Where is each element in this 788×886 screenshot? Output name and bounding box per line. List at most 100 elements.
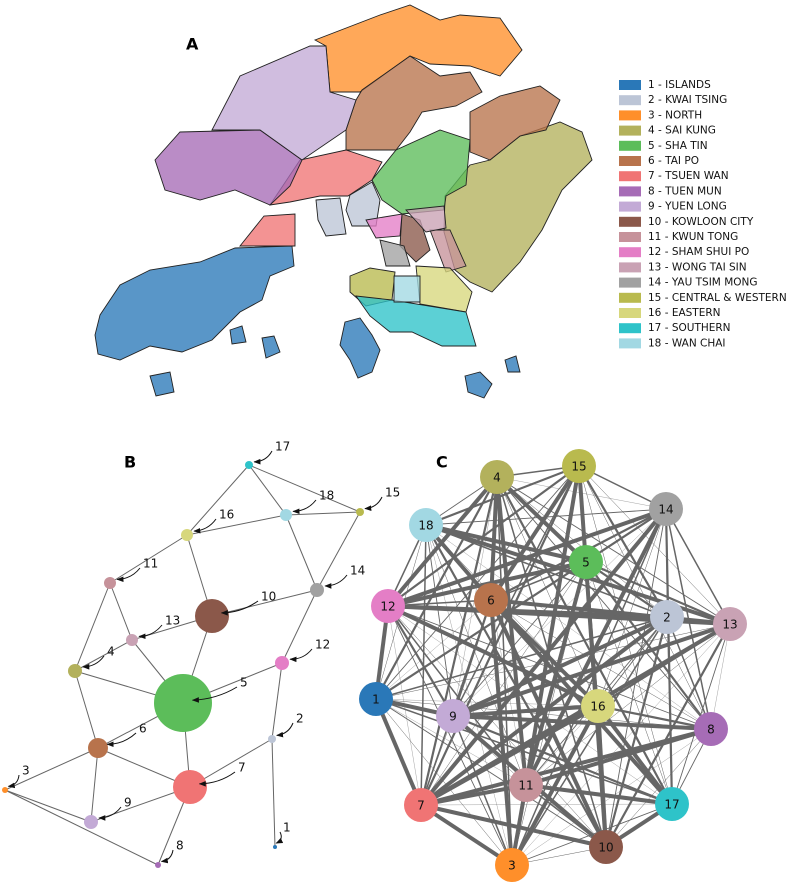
node-label: 10 bbox=[598, 841, 613, 855]
edge bbox=[425, 524, 712, 730]
district-shape bbox=[355, 295, 477, 347]
edge bbox=[186, 464, 250, 536]
node bbox=[694, 712, 728, 746]
node-label: 17 bbox=[275, 440, 290, 454]
legend-label: 8 - TUEN MUN bbox=[648, 185, 722, 197]
node bbox=[562, 449, 596, 483]
edge bbox=[524, 508, 668, 786]
edge bbox=[489, 599, 608, 848]
edge bbox=[74, 582, 111, 672]
panel-label: A bbox=[186, 35, 199, 54]
legend-label: 1 - ISLANDS bbox=[648, 79, 711, 91]
edge bbox=[285, 514, 318, 591]
district-shape bbox=[469, 85, 561, 161]
legend-swatch bbox=[619, 216, 641, 227]
legend-label: 11 - KWUN TONG bbox=[648, 231, 738, 243]
node-label: 4 bbox=[107, 645, 115, 659]
edge bbox=[452, 508, 667, 717]
legend-swatch bbox=[619, 323, 641, 334]
legend-swatch bbox=[619, 201, 641, 212]
edge bbox=[666, 616, 712, 730]
legend-swatch bbox=[619, 171, 641, 182]
edge bbox=[452, 704, 599, 718]
edge bbox=[90, 747, 99, 823]
node bbox=[310, 583, 324, 597]
edge bbox=[585, 561, 712, 730]
node-label: 1 bbox=[283, 821, 291, 835]
edge bbox=[524, 465, 581, 786]
legend-label: 17 - SOUTHERN bbox=[648, 322, 731, 334]
legend-swatch bbox=[619, 292, 641, 303]
node bbox=[569, 545, 603, 579]
edge bbox=[387, 465, 580, 607]
pointer-arrow bbox=[116, 567, 141, 583]
node bbox=[195, 599, 229, 633]
edge bbox=[109, 582, 133, 641]
node-label: 16 bbox=[590, 700, 605, 714]
district-shape bbox=[94, 245, 295, 361]
edge bbox=[316, 511, 361, 591]
edge bbox=[285, 511, 361, 516]
legend-label: 10 - KOWLOON CITY bbox=[648, 216, 754, 228]
district-shape bbox=[315, 197, 347, 237]
node bbox=[589, 830, 623, 864]
node-label: 14 bbox=[658, 503, 673, 517]
node bbox=[404, 788, 438, 822]
edge bbox=[387, 605, 673, 805]
node-label: 17 bbox=[664, 798, 679, 812]
legend-swatch bbox=[619, 140, 641, 151]
node bbox=[245, 461, 253, 469]
edge bbox=[387, 605, 527, 786]
node bbox=[474, 583, 508, 617]
edge bbox=[425, 523, 587, 564]
edge bbox=[387, 604, 599, 708]
legend-label: 14 - YAU TSIM MONG bbox=[648, 277, 758, 289]
pointer-arrow bbox=[82, 655, 105, 670]
pointer-arrow bbox=[160, 849, 174, 864]
edge bbox=[387, 605, 712, 730]
edge bbox=[597, 623, 731, 707]
pointer-arrow bbox=[191, 686, 238, 703]
edge bbox=[665, 508, 712, 730]
edge bbox=[578, 465, 599, 707]
node bbox=[84, 815, 98, 829]
district-shape bbox=[211, 45, 357, 161]
edge bbox=[271, 662, 283, 740]
legend-label: 5 - SHA TIN bbox=[648, 140, 708, 152]
pointer-arrow bbox=[324, 574, 348, 589]
district-shape bbox=[239, 213, 296, 247]
edge bbox=[90, 786, 191, 823]
pointer-arrow bbox=[198, 771, 236, 787]
node bbox=[268, 735, 276, 743]
node-label: 13 bbox=[722, 618, 737, 632]
edge bbox=[186, 514, 287, 536]
edge bbox=[490, 599, 712, 730]
district-shape bbox=[429, 229, 467, 273]
district-shape bbox=[149, 371, 175, 397]
pointer-arrow bbox=[276, 722, 294, 738]
node-label: 15 bbox=[571, 460, 586, 474]
edge bbox=[490, 599, 527, 786]
edge bbox=[525, 623, 731, 786]
pointer-arrow bbox=[275, 831, 284, 844]
legend-label: 6 - TAI PO bbox=[648, 155, 699, 167]
edge bbox=[525, 705, 599, 786]
legend-swatch bbox=[619, 186, 641, 197]
edge bbox=[597, 616, 668, 707]
edge bbox=[425, 524, 599, 707]
legend-swatch bbox=[619, 125, 641, 136]
edge bbox=[489, 599, 514, 866]
node bbox=[409, 508, 443, 542]
edge bbox=[211, 589, 318, 617]
node bbox=[181, 529, 193, 541]
node-label: 7 bbox=[417, 799, 425, 813]
node bbox=[88, 738, 108, 758]
legend-label: 2 - KWAI TSING bbox=[648, 94, 727, 106]
legend-swatch bbox=[619, 247, 641, 258]
district-map bbox=[94, 4, 593, 399]
pointer-arrow bbox=[7, 774, 20, 789]
edge bbox=[525, 727, 712, 787]
edge bbox=[489, 464, 581, 602]
